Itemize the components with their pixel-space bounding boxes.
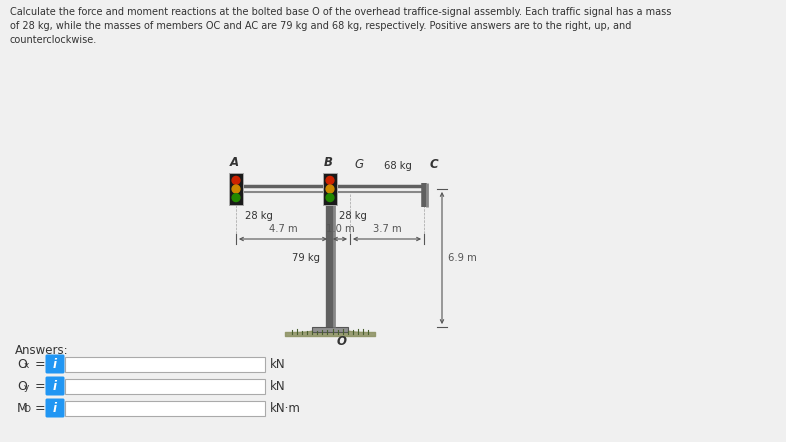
Text: y: y (24, 384, 29, 392)
Text: O: O (24, 405, 31, 415)
Text: B: B (324, 156, 332, 169)
Text: G: G (354, 158, 363, 171)
Text: x: x (24, 362, 29, 370)
Text: i: i (53, 380, 57, 392)
Text: 68 kg: 68 kg (384, 161, 412, 171)
Bar (312, 327, 348, 332)
FancyBboxPatch shape (46, 399, 64, 418)
Text: 28 kg: 28 kg (245, 211, 273, 221)
Text: 3.7 m: 3.7 m (373, 224, 402, 234)
FancyBboxPatch shape (46, 377, 64, 396)
Text: 6.9 m: 6.9 m (448, 253, 477, 263)
Text: 28 kg: 28 kg (339, 211, 367, 221)
Circle shape (232, 194, 240, 202)
Circle shape (326, 194, 334, 202)
Bar (323, 173, 337, 205)
Circle shape (326, 185, 334, 193)
Text: Calculate the force and moment reactions at the bolted base O of the overhead tr: Calculate the force and moment reactions… (10, 7, 671, 45)
Text: C: C (430, 158, 439, 171)
Text: kN·m: kN·m (270, 401, 301, 415)
Circle shape (326, 176, 334, 184)
Text: M: M (17, 401, 28, 415)
Bar (65, 378, 265, 393)
Bar (65, 400, 265, 415)
Text: kN: kN (270, 380, 285, 392)
Text: 4.7 m: 4.7 m (269, 224, 297, 234)
Text: O: O (17, 358, 27, 370)
Text: O: O (337, 335, 347, 348)
Bar (229, 173, 243, 205)
Text: kN: kN (270, 358, 285, 370)
Text: O: O (17, 380, 27, 392)
Circle shape (232, 176, 240, 184)
Circle shape (232, 185, 240, 193)
Text: Answers:: Answers: (15, 344, 68, 357)
Bar (65, 357, 265, 371)
Text: i: i (53, 358, 57, 370)
Text: i: i (53, 401, 57, 415)
Text: 1.0 m: 1.0 m (325, 224, 354, 234)
Text: =: = (31, 401, 46, 415)
Text: 79 kg: 79 kg (292, 253, 320, 263)
Text: =: = (31, 380, 46, 392)
Text: A: A (230, 156, 239, 169)
FancyBboxPatch shape (46, 354, 64, 373)
Text: =: = (31, 358, 46, 370)
